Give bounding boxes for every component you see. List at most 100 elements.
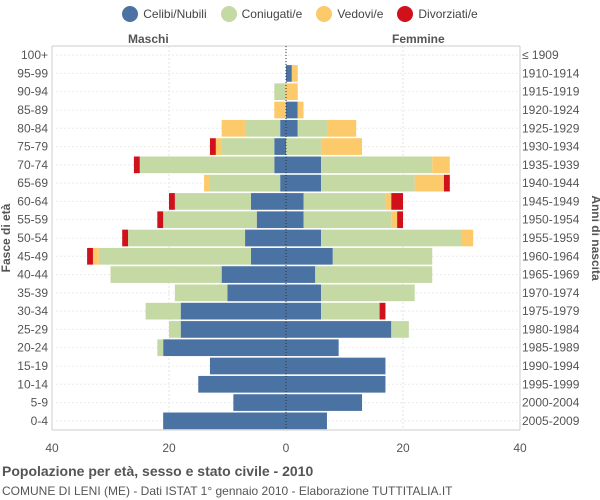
bar-female-celibi [286, 302, 322, 320]
bar-male-coniugati [163, 211, 257, 229]
birth-year-label: 1980-1984 [522, 322, 580, 336]
bar-female-celibi [286, 174, 322, 192]
bar-male-celibi [250, 193, 286, 210]
age-group-label: 60-64 [17, 194, 48, 208]
birth-year-label: 1925-1929 [522, 121, 580, 135]
legend-dot-coniugati [220, 6, 237, 22]
age-group-label: 40-44 [17, 268, 48, 282]
legend: Celibi/Nubili Coniugati/e Vedovi/e Divor… [0, 6, 600, 22]
bar-female-coniugati [303, 193, 386, 210]
bar-male-coniugati [169, 321, 181, 338]
bar-male-celibi [250, 247, 286, 265]
bar-female-divorziati [397, 211, 403, 229]
birth-year-label: 1950-1954 [522, 213, 580, 227]
x-tick-label: 40 [45, 441, 59, 455]
birth-year-label: 2005-2009 [522, 414, 580, 428]
legend-dot-vedovi [316, 6, 333, 22]
birth-year-label: 1960-1964 [522, 249, 580, 263]
age-group-label: 50-54 [17, 231, 48, 245]
y-axis-title-left: Fasce di età [0, 203, 13, 272]
age-group-label: 85-89 [17, 103, 48, 117]
age-group-label: 10-14 [17, 377, 48, 391]
x-tick-label: 20 [162, 441, 176, 455]
birth-year-label: 1920-1924 [522, 103, 580, 117]
legend-item-divorziati: Divorziati/e [397, 6, 478, 22]
y-axis-title-right: Anni di nascita [589, 195, 600, 281]
bar-female-celibi [286, 412, 327, 430]
birth-year-label: 1910-1914 [522, 66, 580, 80]
bar-female-coniugati [391, 321, 409, 338]
age-group-label: 20-24 [17, 341, 48, 355]
bar-female-celibi [286, 119, 298, 137]
bar-female-coniugati [321, 229, 462, 247]
bar-male-coniugati [110, 266, 222, 283]
age-group-label: 45-49 [17, 249, 48, 263]
x-tick-label: 40 [513, 441, 527, 455]
bar-female-celibi [286, 193, 304, 210]
legend-label-vedovi: Vedovi/e [337, 7, 384, 21]
birth-year-label: 1995-1999 [522, 377, 580, 391]
bar-female-divorziati [391, 193, 403, 210]
legend-dot-divorziati [397, 6, 414, 22]
bar-male-divorziati [133, 156, 140, 174]
bar-female-coniugati [286, 138, 322, 155]
x-tick-label: 0 [283, 441, 290, 455]
birth-year-label: 1945-1949 [522, 194, 580, 208]
birth-year-label: 1965-1969 [522, 268, 580, 282]
bar-female-vedovi [291, 65, 298, 82]
bar-female-coniugati [297, 119, 327, 137]
birth-year-label: 1975-1979 [522, 304, 580, 318]
bar-male-celibi [227, 284, 286, 302]
birth-year-label: 1990-1994 [522, 359, 580, 373]
bar-male-coniugati [157, 339, 164, 357]
bar-female-coniugati [321, 156, 433, 174]
bar-male-celibi [221, 266, 286, 283]
bar-male-vedovi [215, 138, 222, 155]
bar-female-celibi [286, 65, 292, 82]
age-group-label: 25-29 [17, 322, 48, 336]
birth-year-label: ≤ 1909 [522, 48, 559, 62]
age-group-label: 80-84 [17, 121, 48, 135]
bar-female-divorziati [443, 174, 450, 192]
age-group-label: 75-79 [17, 140, 48, 154]
bar-male-coniugati [221, 138, 275, 155]
bar-male-divorziati [87, 247, 93, 265]
males-header: Maschi [128, 32, 169, 46]
legend-item-vedovi: Vedovi/e [316, 6, 383, 22]
bar-male-vedovi [274, 101, 286, 119]
age-group-label: 35-39 [17, 286, 48, 300]
bar-male-celibi [163, 339, 286, 357]
bar-female-vedovi [414, 174, 444, 192]
bar-male-celibi [233, 394, 286, 411]
birth-year-label: 1940-1944 [522, 176, 580, 190]
bar-female-coniugati [332, 247, 433, 265]
bar-male-coniugati [274, 83, 286, 101]
legend-item-celibi: Celibi/Nubili [122, 6, 207, 22]
bar-male-divorziati [157, 211, 164, 229]
age-group-label: 15-19 [17, 359, 48, 373]
bar-male-celibi [256, 211, 286, 229]
birth-year-label: 1955-1959 [522, 231, 580, 245]
bar-male-divorziati [209, 138, 216, 155]
bar-male-vedovi [221, 119, 246, 137]
bar-female-vedovi [321, 138, 363, 155]
bar-female-vedovi [432, 156, 450, 174]
bar-female-celibi [286, 229, 322, 247]
birth-year-label: 2000-2004 [522, 396, 580, 410]
bar-male-vedovi [204, 174, 210, 192]
age-group-label: 70-74 [17, 158, 48, 172]
age-group-label: 0-4 [31, 414, 49, 428]
bar-male-celibi [274, 138, 286, 155]
bar-male-celibi [245, 229, 286, 247]
age-group-label: 55-59 [17, 213, 48, 227]
legend-label-divorziati: Divorziati/e [418, 7, 478, 21]
bar-female-vedovi [461, 229, 474, 247]
bar-female-celibi [286, 247, 333, 265]
bar-female-vedovi [326, 119, 357, 137]
birth-year-label: 1915-1919 [522, 85, 580, 99]
age-group-label: 95-99 [17, 66, 48, 80]
age-group-label: 30-34 [17, 304, 48, 318]
bar-male-coniugati [174, 193, 251, 210]
bar-male-vedovi [92, 247, 99, 265]
